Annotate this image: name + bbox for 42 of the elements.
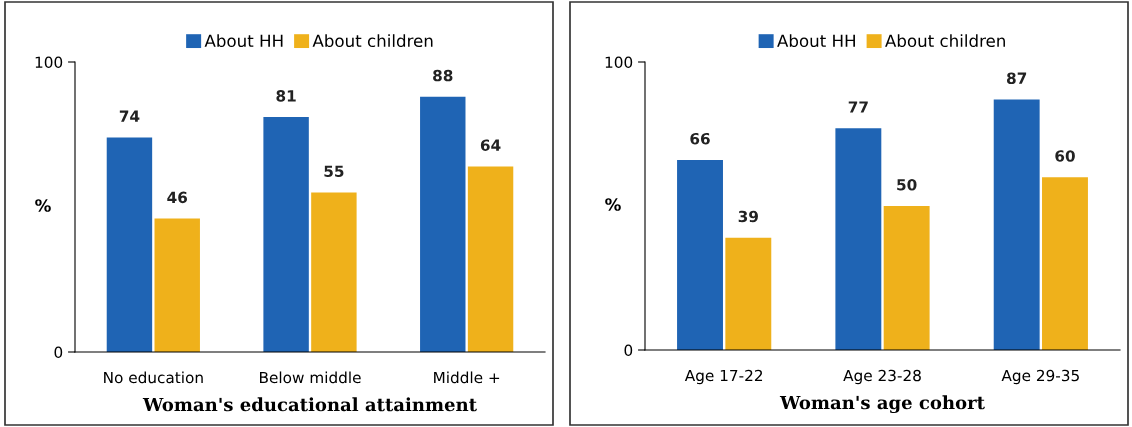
bar <box>993 99 1040 350</box>
data-label: 66 <box>690 132 710 145</box>
x-axis-title: Woman's age cohort <box>779 395 985 414</box>
y-axis-title: % <box>35 199 51 212</box>
bar <box>725 237 772 350</box>
legend-label: About HH <box>204 34 283 48</box>
data-label: 74 <box>119 110 140 122</box>
bar <box>467 166 514 352</box>
data-label: 46 <box>167 191 188 204</box>
data-label: 81 <box>276 90 296 102</box>
data-label: 55 <box>324 165 344 178</box>
bar <box>677 159 723 350</box>
bar <box>420 96 466 352</box>
bar <box>263 117 309 352</box>
y-axis-title: % <box>605 198 621 211</box>
x-tick-label: Below middle <box>260 371 361 384</box>
y-tick-label: 100 <box>35 56 63 69</box>
legend-label: About HH <box>777 34 855 48</box>
x-tick-label: Age 29-35 <box>1001 369 1079 385</box>
data-label: 39 <box>738 210 758 223</box>
data-label: 88 <box>433 69 453 82</box>
bar <box>835 128 882 350</box>
x-tick-label: Age 17-22 <box>684 369 763 385</box>
data-label: 87 <box>1006 72 1027 84</box>
y-tick-label: 100 <box>605 56 633 69</box>
y-tick-label: 0 <box>54 346 63 359</box>
x-tick-label: Age 23-28 <box>843 369 921 385</box>
data-label: 50 <box>897 178 917 191</box>
data-label: 77 <box>848 101 868 113</box>
bar <box>154 218 200 352</box>
legend-label: About children <box>885 34 1005 48</box>
data-label: 64 <box>480 139 501 151</box>
data-label: 60 <box>1055 150 1075 162</box>
bar <box>106 137 153 352</box>
bar <box>883 206 930 350</box>
y-tick-label: 0 <box>624 344 633 357</box>
x-tick-label: No education <box>104 371 203 384</box>
bar <box>311 192 357 352</box>
x-tick-label: Middle + <box>434 371 500 384</box>
bar <box>1042 177 1088 350</box>
x-axis-title: Woman's educational attainment <box>142 397 477 412</box>
legend-label: About children <box>312 34 433 48</box>
